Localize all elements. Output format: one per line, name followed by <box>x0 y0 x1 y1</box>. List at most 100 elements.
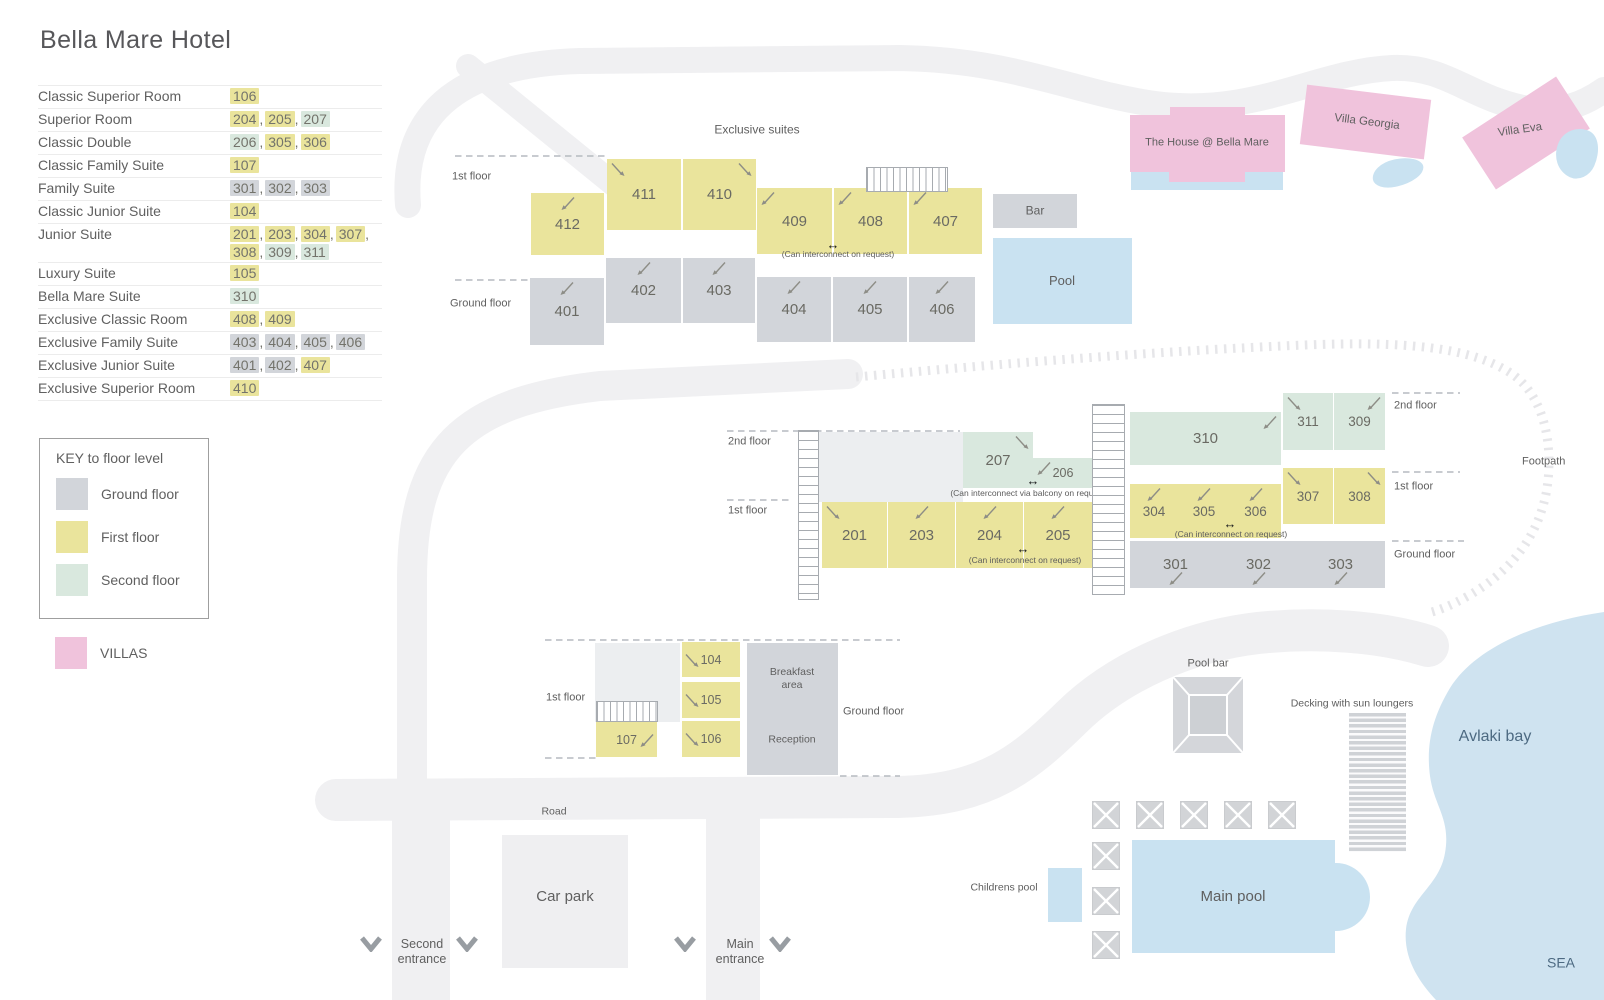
room-306: 306 <box>1230 484 1281 538</box>
room-number: 308 <box>1348 488 1371 504</box>
parasol-icon <box>1092 842 1120 870</box>
pool-bar-label: Pool bar <box>1187 657 1229 670</box>
room-type-label: Exclusive Classic Room <box>38 311 188 327</box>
interconnect-note: (Can interconnect on request) <box>781 249 895 259</box>
room-type-label: Superior Room <box>38 111 133 127</box>
room-number-list: 201, 203, 304, 307, 308, 309, 311 <box>230 226 380 260</box>
room-number-chip: 105 <box>230 265 260 281</box>
door-icon <box>1014 434 1030 450</box>
reception-building <box>747 643 838 775</box>
pool-label: Pool <box>1048 273 1076 289</box>
villas-color-swatch <box>55 637 87 669</box>
door-icon <box>1168 570 1184 586</box>
floor-key-entry: First floor <box>56 521 208 553</box>
legend-row: Bella Mare Suite 310 <box>38 286 382 309</box>
room-number-chip: 303 <box>300 180 330 196</box>
first-color-swatch <box>56 521 88 553</box>
room-number: 311 <box>1297 414 1319 429</box>
parasol-icon <box>1268 801 1296 829</box>
room-408: 408 <box>834 188 907 254</box>
room-type-label: Exclusive Superior Room <box>38 380 196 396</box>
room-307: 307 <box>1283 468 1333 524</box>
d-ground-label: Ground floor <box>843 705 905 718</box>
door-icon <box>982 504 998 520</box>
room-number: 409 <box>781 212 808 230</box>
interconnect-note: (Can interconnect on request) <box>968 555 1082 565</box>
room-number: 403 <box>706 282 732 299</box>
entrance-arrow-icon <box>674 936 696 953</box>
breakfast-area-label: Breakfast area <box>769 666 815 691</box>
room-number: 408 <box>857 212 884 230</box>
room-205: 205 <box>1024 502 1092 568</box>
pool-bar-roof-icon <box>1172 676 1244 754</box>
door-icon <box>862 279 878 295</box>
door-icon <box>1248 486 1264 502</box>
house-building <box>1130 115 1285 172</box>
door-icon <box>1286 395 1302 411</box>
room-number-chip: 301 <box>230 180 260 196</box>
room-201: 201 <box>822 502 887 568</box>
door-icon <box>1366 470 1382 486</box>
floor-divider-dashes <box>455 155 1464 777</box>
avlaki-bay-water <box>1405 612 1604 1000</box>
childrens-pool-label: Childrens pool <box>970 881 1038 894</box>
parasol-icon <box>1092 801 1120 829</box>
door-icon <box>786 279 802 295</box>
room-406: 406 <box>909 277 975 342</box>
door-icon <box>825 504 841 520</box>
room-number: 204 <box>976 526 1003 544</box>
room-106: 106 <box>682 721 740 757</box>
floor-key-entry-label: Second floor <box>101 572 180 588</box>
room-number: 207 <box>985 451 1011 469</box>
room-number-chip: 402 <box>265 357 295 373</box>
floor-key-entry: Second floor <box>56 564 208 596</box>
room-number: 304 <box>1142 503 1166 519</box>
legend-row: Exclusive Family Suite 403, 404, 405, 406 <box>38 332 382 355</box>
door-icon <box>837 190 853 206</box>
entrance-arrow-icon <box>769 936 791 953</box>
room-number: 203 <box>908 526 935 544</box>
floor-key-entry-label: First floor <box>101 529 160 545</box>
room-303: 303 <box>1296 541 1385 588</box>
pool <box>993 238 1132 324</box>
room-number-chip: 403 <box>230 334 260 350</box>
interconnect-arrow-icon: ↔ <box>826 236 840 252</box>
room-type-label: Junior Suite <box>38 226 112 242</box>
room-number: 206 <box>1052 466 1074 480</box>
room-410: 410 <box>683 159 756 230</box>
door-icon <box>1366 395 1382 411</box>
door-icon <box>1251 570 1267 586</box>
door-icon <box>559 280 575 296</box>
room-number: 201 <box>841 526 868 544</box>
room-number-list: 410 <box>230 380 380 396</box>
room-number-list: 105 <box>230 265 380 281</box>
room-number-chip: 404 <box>265 334 295 350</box>
house-label: The House @ Bella Mare <box>1145 136 1269 149</box>
room-number: 302 <box>1245 556 1272 573</box>
room-206: 206 <box>1033 458 1093 488</box>
parasol-icon <box>1180 801 1208 829</box>
door-icon <box>711 260 727 276</box>
door-icon <box>636 260 652 276</box>
room-number-chip: 410 <box>230 380 260 396</box>
room-403: 403 <box>683 258 755 323</box>
room-number: 404 <box>781 301 807 318</box>
legend-row: Family Suite 301, 302, 303 <box>38 178 382 201</box>
legend-row: Superior Room 204, 205, 207 <box>38 109 382 132</box>
room-type-label: Classic Superior Room <box>38 88 182 104</box>
stairs <box>596 701 658 722</box>
footpath-label: Footpath <box>1522 455 1566 468</box>
room-number-chip: 206 <box>230 134 260 150</box>
room-405: 405 <box>833 277 907 342</box>
door-icon <box>560 195 576 211</box>
room-number: 104 <box>700 652 722 667</box>
room-number-chip: 306 <box>300 134 330 150</box>
room-type-label: Exclusive Junior Suite <box>38 357 175 373</box>
a-ground-label: Ground floor <box>450 297 512 310</box>
parasol-icon <box>1092 887 1120 915</box>
room-number-list: 401, 402, 407 <box>230 357 380 373</box>
c-first-label: 1st floor <box>1394 480 1434 493</box>
room-304: 304 <box>1130 484 1178 538</box>
room-type-label: Classic Junior Suite <box>38 203 161 219</box>
